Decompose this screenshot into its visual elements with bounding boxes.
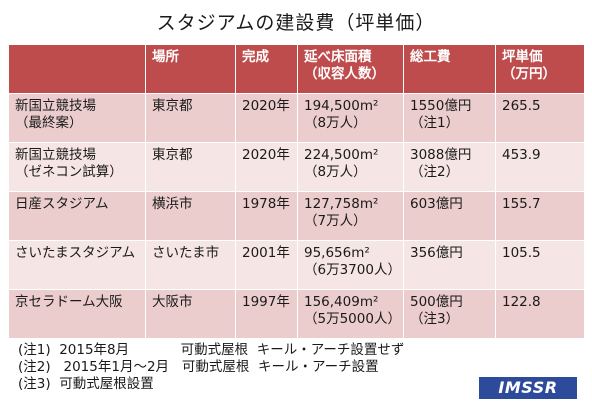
cell-location: さいたま市 (145, 240, 236, 290)
cell-location: 東京都 (145, 142, 236, 192)
cell-location: 横浜市 (145, 191, 236, 241)
cell-completion: 2001年 (235, 240, 298, 290)
table-row: 新国立競技場 （最終案） 東京都 2020年 194,500m² （8万人） 1… (8, 93, 585, 143)
cell-completion: 1978年 (235, 191, 298, 241)
cell-total-cost: 3088億円 （注2） (403, 142, 496, 192)
table-row: 新国立競技場 （ゼネコン試算） 東京都 2020年 224,500m² （8万人… (8, 142, 585, 192)
cell-floor-area: 95,656m² （6万3700人） (297, 240, 404, 290)
cell-unit-price: 122.8 (495, 289, 585, 339)
cell-unit-price: 105.5 (495, 240, 585, 290)
page-title: スタジアムの建設費（坪単価） (156, 12, 436, 34)
cell-completion: 2020年 (235, 93, 298, 143)
cell-location: 東京都 (145, 93, 236, 143)
table-header-row: 場所 完成 延べ床面積 （収容人数） 総工費 坪単価 （万円） (8, 44, 585, 94)
table-row: さいたまスタジアム さいたま市 2001年 95,656m² （6万3700人）… (8, 240, 585, 290)
cell-name: 京セラドーム大阪 (8, 289, 146, 339)
cell-total-cost: 1550億円 （注1） (403, 93, 496, 143)
cell-location: 大阪市 (145, 289, 236, 339)
cell-floor-area: 127,758m² （7万人） (297, 191, 404, 241)
footnote-2: (注2) 2015年1月～2月 可動式屋根 キール・アーチ設置 (18, 359, 379, 375)
cell-total-cost: 603億円 (403, 191, 496, 241)
cell-total-cost: 356億円 (403, 240, 496, 290)
cell-name: 新国立競技場 （ゼネコン試算） (8, 142, 146, 192)
construction-cost-table: 場所 完成 延べ床面積 （収容人数） 総工費 坪単価 （万円） 新国立競技場 （… (8, 44, 585, 339)
footnote-1: (注1) 2015年8月 可動式屋根 キール・アーチ設置せず (18, 342, 405, 358)
footnote-3: (注3) 可動式屋根設置 (18, 376, 154, 392)
cell-floor-area: 156,409m² （5万5000人） (297, 289, 404, 339)
cell-completion: 2020年 (235, 142, 298, 192)
header-completion: 完成 (235, 44, 298, 94)
table-row: 日産スタジアム 横浜市 1978年 127,758m² （7万人） 603億円 … (8, 191, 585, 241)
cell-floor-area: 194,500m² （8万人） (297, 93, 404, 143)
header-floor-area: 延べ床面積 （収容人数） (297, 44, 404, 94)
header-name (8, 44, 146, 94)
header-location: 場所 (145, 44, 236, 94)
cell-name: 日産スタジアム (8, 191, 146, 241)
header-unit-price: 坪単価 （万円） (495, 44, 585, 94)
cell-completion: 1997年 (235, 289, 298, 339)
table-row: 京セラドーム大阪 大阪市 1997年 156,409m² （5万5000人） 5… (8, 289, 585, 339)
cell-unit-price: 155.7 (495, 191, 585, 241)
cell-total-cost: 500億円 （注3） (403, 289, 496, 339)
cell-floor-area: 224,500m² （8万人） (297, 142, 404, 192)
imssr-logo: IMSSR (479, 377, 577, 399)
cell-unit-price: 453.9 (495, 142, 585, 192)
cell-name: さいたまスタジアム (8, 240, 146, 290)
header-total-cost: 総工費 (403, 44, 496, 94)
cell-unit-price: 265.5 (495, 93, 585, 143)
cell-name: 新国立競技場 （最終案） (8, 93, 146, 143)
footnotes: (注1) 2015年8月 可動式屋根 キール・アーチ設置せず (注2) 2015… (18, 342, 404, 393)
